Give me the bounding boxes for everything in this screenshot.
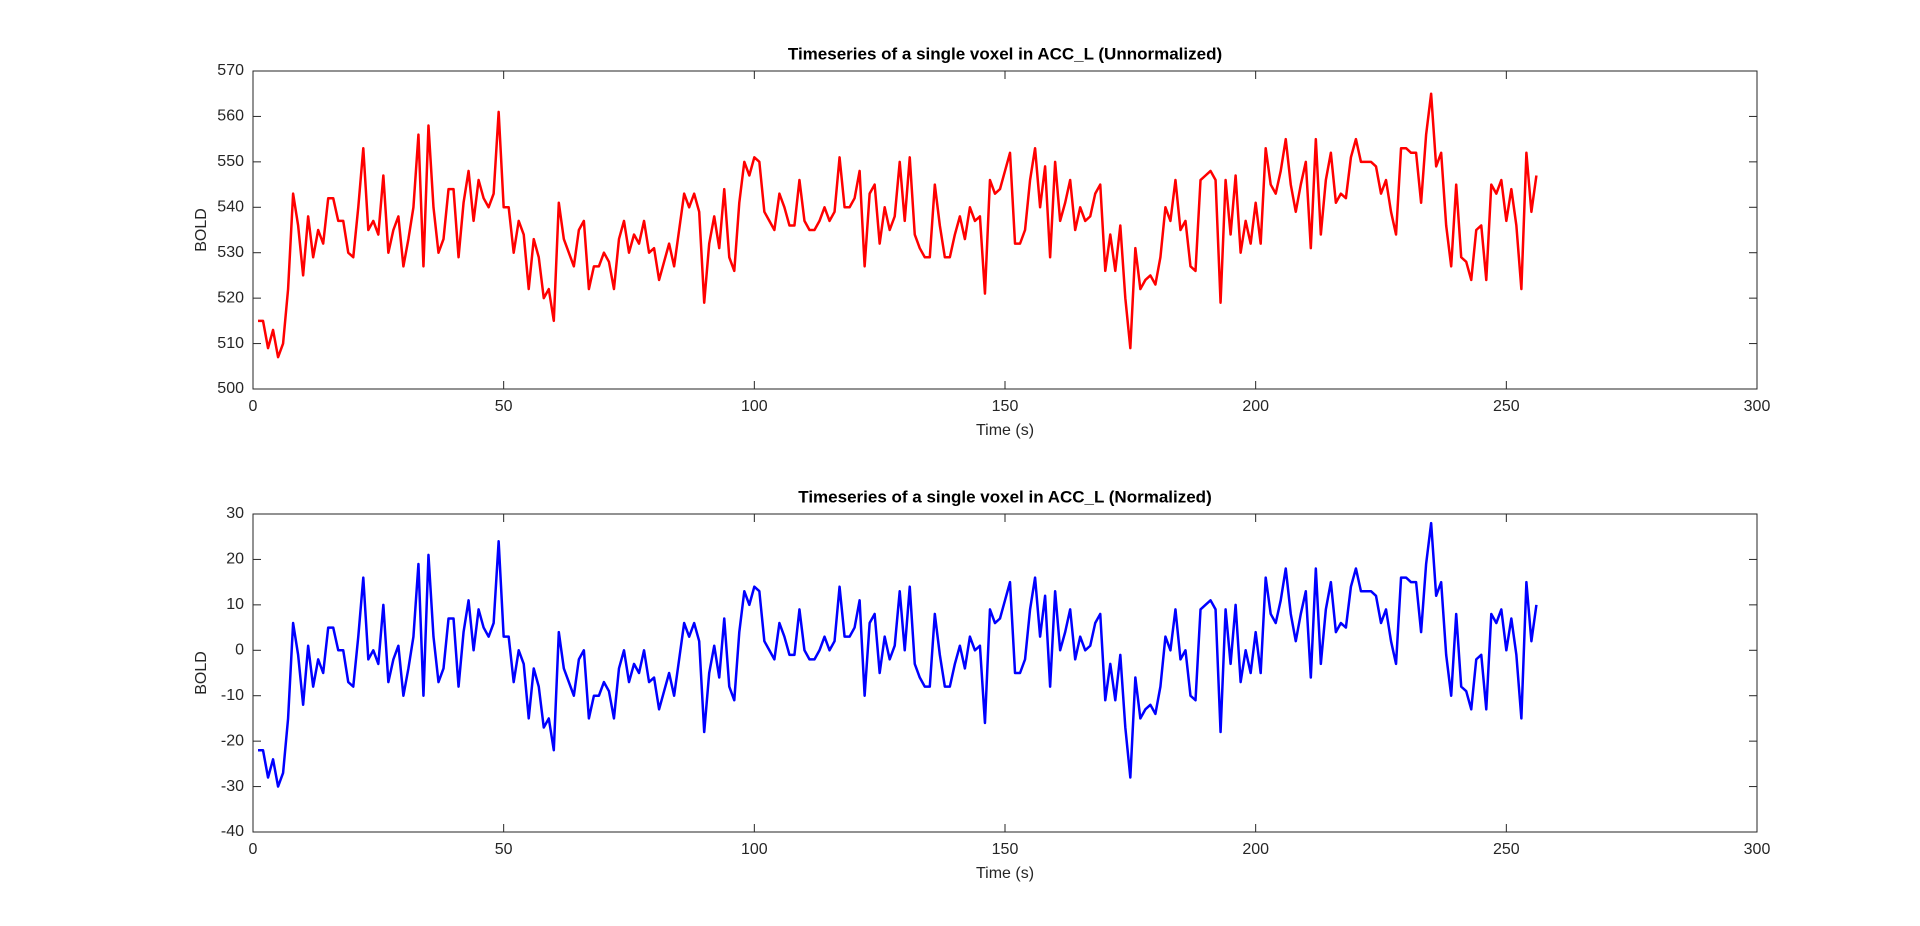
y-axis-label: BOLD xyxy=(193,651,210,695)
data-line xyxy=(258,521,1538,788)
y-tick-label: 570 xyxy=(217,62,244,79)
y-tick-label: 520 xyxy=(217,289,244,306)
x-tick-label: 50 xyxy=(495,398,513,415)
chart-title: Timeseries of a single voxel in ACC_L (U… xyxy=(788,44,1222,63)
x-tick-label: 200 xyxy=(1242,841,1269,858)
x-tick-label: 200 xyxy=(1242,398,1269,415)
y-tick-label: -10 xyxy=(221,687,244,704)
y-tick-label: -30 xyxy=(221,778,244,795)
x-tick-label: 150 xyxy=(992,841,1019,858)
y-tick-label: 0 xyxy=(235,642,244,659)
x-tick-label: 50 xyxy=(495,841,513,858)
axes-box xyxy=(252,513,1758,833)
x-tick-label: 300 xyxy=(1744,841,1771,858)
y-tick-label: 510 xyxy=(217,335,244,352)
y-tick-label: 560 xyxy=(217,108,244,125)
x-tick-label: 150 xyxy=(992,398,1019,415)
y-tick-label: 540 xyxy=(217,199,244,216)
chart-title: Timeseries of a single voxel in ACC_L (N… xyxy=(798,487,1211,506)
x-axis-label: Time (s) xyxy=(976,865,1034,882)
y-tick-label: 20 xyxy=(226,551,244,568)
x-tick-label: 0 xyxy=(249,841,258,858)
y-tick-label: -20 xyxy=(221,732,244,749)
y-tick-label: 500 xyxy=(217,380,244,397)
x-tick-label: 100 xyxy=(741,841,768,858)
axes-box xyxy=(252,70,1758,390)
subplot: 0 50 100 150 200 250 300 500 510 520 530 540 550 560 5… xyxy=(193,44,1770,439)
x-tick-label: 300 xyxy=(1744,398,1771,415)
y-tick-label: 30 xyxy=(226,505,244,522)
y-tick-label: 530 xyxy=(217,244,244,261)
x-tick-label: 250 xyxy=(1493,841,1520,858)
y-tick-label: -40 xyxy=(221,823,244,840)
data-line xyxy=(258,92,1538,359)
x-tick-label: 250 xyxy=(1493,398,1520,415)
x-axis-label: Time (s) xyxy=(976,422,1034,439)
y-tick-label: 550 xyxy=(217,153,244,170)
y-axis-label: BOLD xyxy=(193,208,210,252)
x-tick-label: 100 xyxy=(741,398,768,415)
x-tick-label: 0 xyxy=(249,398,258,415)
y-tick-label: 10 xyxy=(226,596,244,613)
subplot: 0 50 100 150 200 250 300 -40 -30 -20 -10 0 10 20 30 Tim… xyxy=(193,487,1770,882)
